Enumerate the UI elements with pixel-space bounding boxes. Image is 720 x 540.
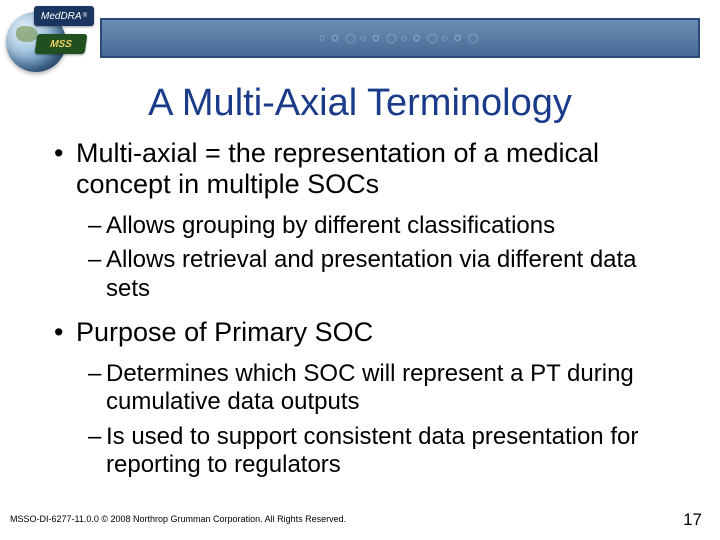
bullet-group-1: Multi-axial = the representation of a me… [48,138,680,303]
page-title: A Multi-Axial Terminology [0,82,720,125]
bullet-level2: Is used to support consistent data prese… [48,423,680,480]
world-map-decoration: ◦∘○◦∘○◦∘○◦∘○ [102,20,698,56]
header-band: ◦∘○◦∘○◦∘○◦∘○ [100,18,700,58]
bullet-level2: Determines which SOC will represent a PT… [48,360,680,417]
title-row: A Multi-Axial Terminology [0,82,720,125]
bullet-level1: Purpose of Primary SOC [48,317,680,348]
logo-brand: MedDRA® [34,6,94,26]
bullet-level2: Allows grouping by different classificat… [48,212,680,240]
logo-sub: MSS [35,34,88,54]
content-body: Multi-axial = the representation of a me… [48,138,680,493]
footer-copyright: MSSO-DI-6277-11.0.0 © 2008 Northrop Grum… [10,514,346,524]
page-number: 17 [683,510,702,530]
bullet-level1: Multi-axial = the representation of a me… [48,138,680,200]
bullet-group-2: Purpose of Primary SOC Determines which … [48,317,680,479]
logo: MedDRA® MSS [6,2,98,74]
bullet-level2: Allows retrieval and presentation via di… [48,246,680,303]
